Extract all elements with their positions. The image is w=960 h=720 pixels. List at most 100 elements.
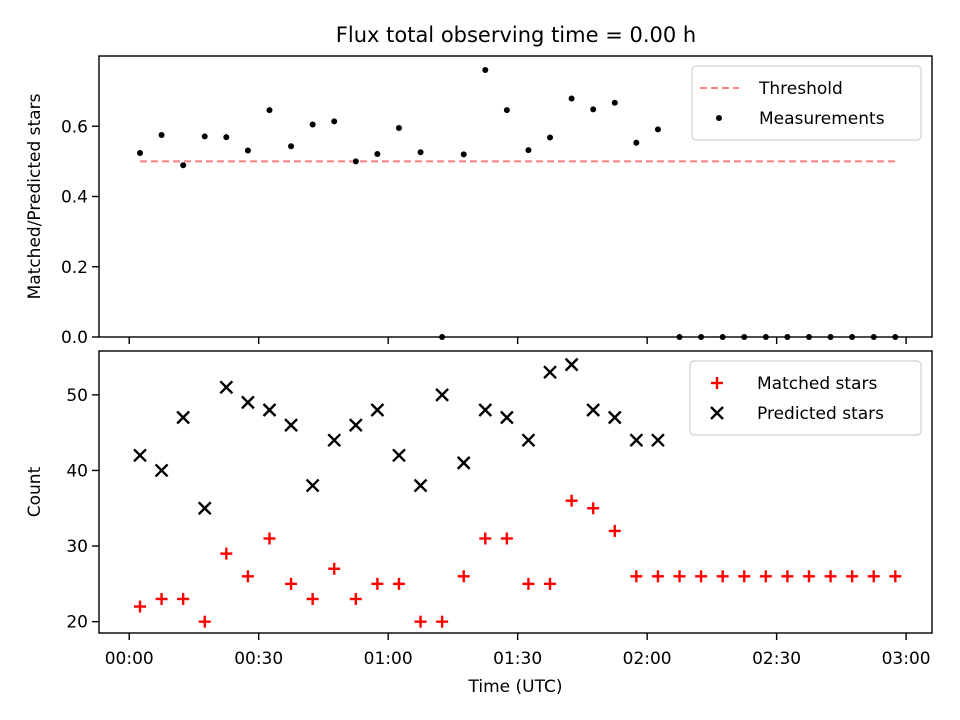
predicted-stars-point <box>284 418 298 432</box>
predicted-stars-point <box>586 403 601 417</box>
predicted-stars-point <box>543 365 557 380</box>
matched-stars-point <box>522 577 535 590</box>
predicted-stars-point <box>133 448 147 463</box>
measurement-point <box>180 162 187 169</box>
legend-box <box>691 65 922 141</box>
matched-stars-point <box>695 570 708 583</box>
x-tick-label: 02:00 <box>623 649 672 669</box>
x-b <box>176 410 191 425</box>
y-tick-label: 0.2 <box>61 258 88 278</box>
x-tick-label: 00:30 <box>234 649 283 669</box>
matched-stars-point <box>177 592 190 605</box>
matched-stars-point <box>220 547 233 560</box>
matched-stars-point <box>414 615 427 628</box>
legend-label: Measurements <box>759 109 885 129</box>
legend-label: Matched stars <box>757 374 877 394</box>
matched-stars-point <box>457 570 470 583</box>
matched-stars-point <box>630 570 643 583</box>
x-b <box>651 433 665 448</box>
x-b <box>348 418 363 432</box>
x-b <box>564 357 579 372</box>
matched-stars-point <box>651 570 664 583</box>
y-tick-label: 40 <box>66 461 88 481</box>
predicted-stars-point <box>521 433 536 448</box>
legend-box <box>689 360 922 436</box>
predicted-stars-point <box>241 395 255 410</box>
measurement-point <box>590 106 597 113</box>
matched-stars-point <box>565 494 578 507</box>
predicted-stars-point <box>564 357 579 372</box>
predicted-stars-point <box>629 433 644 448</box>
matched-stars-point <box>738 570 751 583</box>
matched-stars-point <box>371 577 384 590</box>
axes-frame <box>98 350 933 634</box>
y-axis-label: Count <box>25 466 45 517</box>
measurement-point <box>288 143 295 150</box>
legend-label: Threshold <box>758 79 843 99</box>
x-tick-label: 02:30 <box>752 649 801 669</box>
y-tick-label: 20 <box>66 613 88 633</box>
matched-stars-point <box>781 570 794 583</box>
measurement-point <box>460 151 467 158</box>
measurement-point <box>158 132 165 139</box>
matched-stars-point <box>608 524 621 537</box>
predicted-stars-point <box>262 403 277 417</box>
x-b <box>586 403 601 417</box>
x-b <box>456 456 471 470</box>
x-tick-label: 01:30 <box>493 649 542 669</box>
matched-stars-point <box>306 592 319 605</box>
measurement-point <box>395 125 402 132</box>
predicted-stars-point <box>607 410 622 425</box>
x-b <box>478 403 493 417</box>
predicted-stars-point <box>370 403 385 417</box>
x-b <box>133 448 147 463</box>
legend-label: Predicted stars <box>757 404 884 424</box>
y-axis-label: Matched/Predicted stars <box>25 93 45 299</box>
x-b <box>521 433 536 448</box>
matched-stars-point <box>349 592 362 605</box>
predicted-stars-point <box>305 478 320 493</box>
x-tick-label: 03:00 <box>882 649 931 669</box>
predicted-stars-point <box>651 433 665 448</box>
measurement-point <box>568 95 575 102</box>
matched-stars-point <box>802 570 815 583</box>
matched-stars-point <box>155 592 168 605</box>
predicted-stars-point <box>435 388 449 402</box>
matched-stars-point <box>846 570 859 583</box>
x-b <box>413 478 428 493</box>
legend-dot-swatch <box>716 115 722 121</box>
measurement-point <box>244 147 251 154</box>
matched-stars-point <box>587 502 600 515</box>
x-tick-label: 00:00 <box>105 649 154 669</box>
x-b <box>241 395 255 410</box>
x-b <box>197 501 212 516</box>
measurement-point <box>137 149 144 156</box>
x-b <box>607 410 622 425</box>
measurement-point <box>633 139 640 146</box>
legend-x-swatch <box>710 406 724 420</box>
chart-title: Flux total observing time = 0.00 h <box>336 23 696 47</box>
matched-stars-point <box>716 570 729 583</box>
measurement-point <box>331 118 338 125</box>
matched-stars-point <box>134 600 147 613</box>
x-b <box>327 433 342 448</box>
x-b <box>262 403 277 417</box>
measurement-point <box>417 149 424 156</box>
measurement-point <box>223 134 230 141</box>
x-b <box>370 403 385 417</box>
predicted-stars-point <box>348 418 363 432</box>
predicted-stars-point <box>478 403 493 417</box>
measurement-point <box>266 107 273 114</box>
measurement-point <box>374 150 381 157</box>
matched-stars-point <box>479 532 492 545</box>
measurement-point <box>309 121 316 128</box>
predicted-stars-point <box>219 380 234 395</box>
predicted-stars-point <box>327 433 342 448</box>
measurement-point <box>201 133 208 140</box>
x-tick-label: 01:00 <box>364 649 413 669</box>
y-tick-label: 0.4 <box>61 188 88 208</box>
matched-stars-point <box>436 615 449 628</box>
y-tick-label: 0.0 <box>61 328 88 348</box>
measurement-point <box>547 134 554 141</box>
